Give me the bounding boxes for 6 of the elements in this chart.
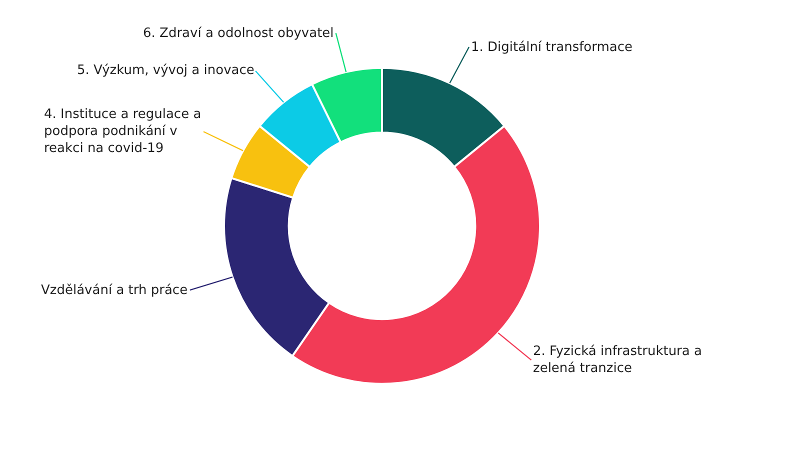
slice-label: 1. Digitální transformace [471,40,633,55]
slice-label: 4. Instituce a regulace a podpora podnikání v reakci na covid-19 [44,107,202,156]
slice-label: 6. Zdraví a odolnost obyvatel [143,26,334,41]
slice-label: 5. Výzkum, vývoj a inovace [77,63,254,78]
slice-label: 2. Fyzická infrastruktura a zelená tranzice [533,344,702,376]
slice-label: Vzdělávání a trh práce [41,283,188,298]
